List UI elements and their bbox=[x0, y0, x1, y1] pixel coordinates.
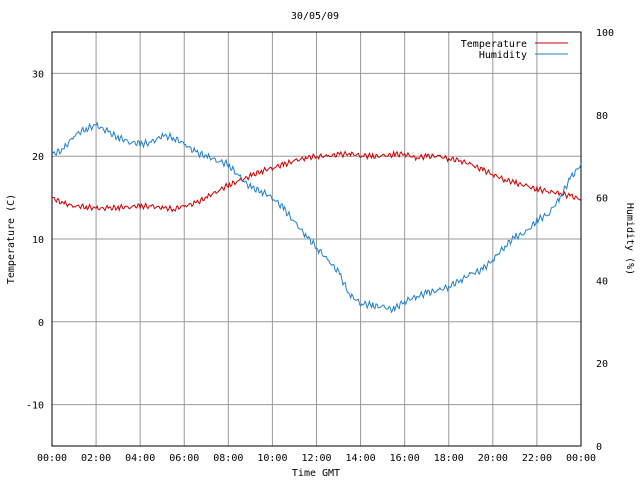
x-tick-label: 00:00 bbox=[566, 453, 596, 464]
x-axis-label: Time GMT bbox=[292, 468, 340, 479]
x-axis-ticks: 00:00 02:00 04:00 06:00 08:00 10:00 12:00 14:00… bbox=[37, 453, 596, 464]
legend-label-temperature: Temperature bbox=[461, 39, 527, 50]
series-line-humidity bbox=[51, 121, 582, 314]
x-tick-label: 18:00 bbox=[434, 453, 464, 464]
legend-label-humidity: Humidity bbox=[479, 50, 527, 61]
y-left-tick-label: 0 bbox=[38, 318, 44, 329]
y-right-tick-label: 60 bbox=[596, 194, 608, 205]
y-right-tick-label: 40 bbox=[596, 276, 608, 287]
grid bbox=[52, 32, 581, 446]
y-right-tick-label: 20 bbox=[596, 359, 608, 370]
y-left-tick-label: -10 bbox=[26, 401, 44, 412]
x-tick-label: 06:00 bbox=[169, 453, 199, 464]
x-tick-label: 20:00 bbox=[478, 453, 508, 464]
y-left-tick-label: 30 bbox=[32, 69, 44, 80]
x-tick-label: 08:00 bbox=[213, 453, 243, 464]
series-lines bbox=[51, 121, 582, 314]
x-tick-label: 12:00 bbox=[301, 453, 331, 464]
y-axis-left-ticks: -10 0 10 20 30 bbox=[26, 69, 44, 411]
x-tick-label: 14:00 bbox=[346, 453, 376, 464]
x-tick-label: 16:00 bbox=[390, 453, 420, 464]
x-tick-label: 02:00 bbox=[81, 453, 111, 464]
chart-title: 30/05/09 bbox=[291, 11, 339, 22]
x-tick-label: 00:00 bbox=[37, 453, 67, 464]
x-tick-label: 10:00 bbox=[257, 453, 287, 464]
y-right-tick-label: 100 bbox=[596, 28, 614, 39]
y-axis-left-label: Temperature (C) bbox=[6, 194, 17, 284]
y-left-tick-label: 10 bbox=[32, 235, 44, 246]
series-line-temperature bbox=[51, 149, 582, 213]
y-axis-right-label: Humidity (%) bbox=[624, 203, 635, 275]
y-left-tick-label: 20 bbox=[32, 152, 44, 163]
x-tick-label: 04:00 bbox=[125, 453, 155, 464]
y-right-tick-label: 80 bbox=[596, 111, 608, 122]
y-right-tick-label: 0 bbox=[596, 442, 602, 453]
y-axis-right-ticks: 0 20 40 60 80 100 bbox=[596, 28, 614, 453]
plot-frame bbox=[51, 31, 582, 447]
x-tick-label: 22:00 bbox=[522, 453, 552, 464]
